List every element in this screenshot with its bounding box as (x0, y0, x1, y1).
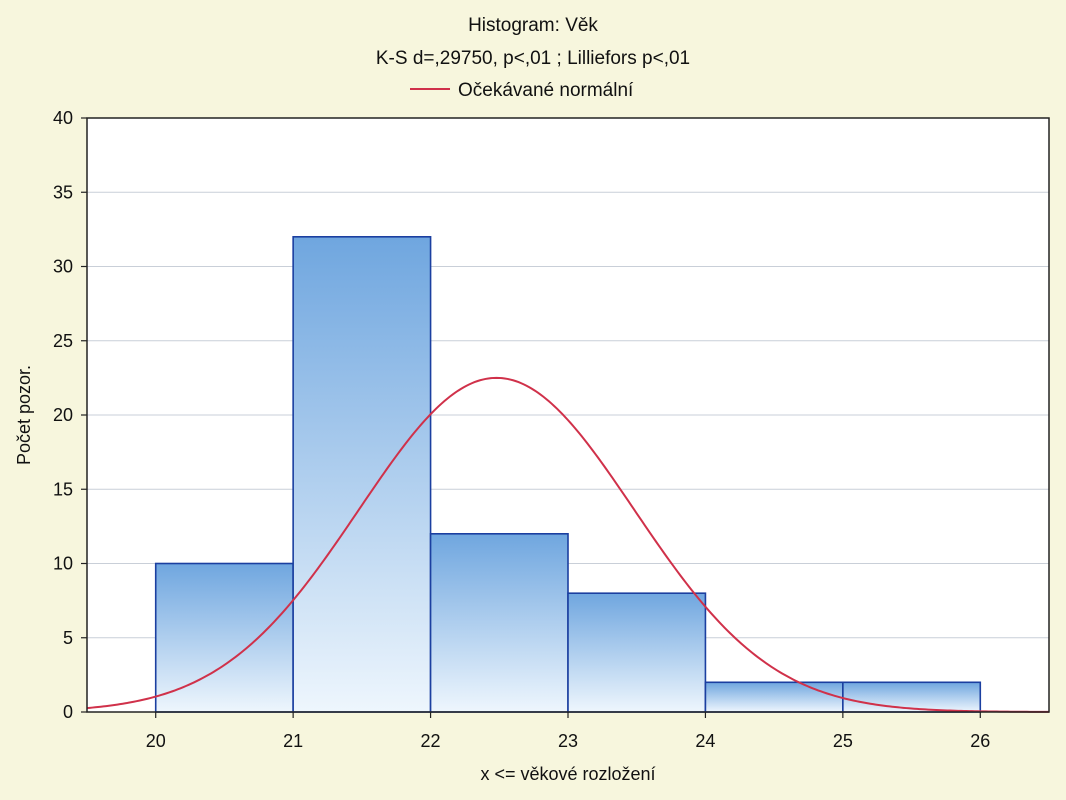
histogram-bar (842, 681, 982, 713)
x-tick-label: 26 (970, 731, 990, 751)
histogram-bar (154, 562, 294, 713)
chart-subtitle: K-S d=,29750, p<,01 ; Lilliefors p<,01 (376, 48, 690, 69)
y-tick-label: 40 (53, 108, 73, 128)
y-tick-label: 5 (63, 628, 73, 648)
histogram-bar (567, 592, 707, 713)
x-tick-label: 20 (146, 731, 166, 751)
x-axis-ticks: 20 21 22 23 24 25 26 (146, 712, 990, 751)
histogram-bar (429, 532, 569, 713)
legend: Očekávané normální (410, 80, 634, 101)
y-tick-label: 15 (53, 479, 73, 499)
y-axis-label: Počet pozor. (14, 365, 34, 465)
x-tick-label: 23 (558, 731, 578, 751)
histogram-bars (154, 236, 982, 713)
chart-title: Histogram: Věk (468, 15, 598, 36)
x-tick-label: 25 (833, 731, 853, 751)
x-tick-label: 21 (283, 731, 303, 751)
x-axis-label: x <= věkové rozložení (480, 764, 655, 784)
y-tick-label: 10 (53, 554, 73, 574)
x-tick-label: 22 (421, 731, 441, 751)
histogram-bar (292, 236, 432, 713)
y-tick-label: 20 (53, 405, 73, 425)
y-tick-label: 35 (53, 182, 73, 202)
histogram-bar (704, 681, 844, 713)
y-axis-ticks: 0 5 10 15 20 25 30 35 40 (53, 108, 87, 722)
y-tick-label: 30 (53, 257, 73, 277)
x-tick-label: 24 (695, 731, 715, 751)
legend-label: Očekávané normální (458, 80, 634, 101)
normal-curve (86, 376, 1050, 713)
y-tick-label: 0 (63, 702, 73, 722)
normal-curve-layer (86, 376, 1050, 713)
y-tick-label: 25 (53, 331, 73, 351)
